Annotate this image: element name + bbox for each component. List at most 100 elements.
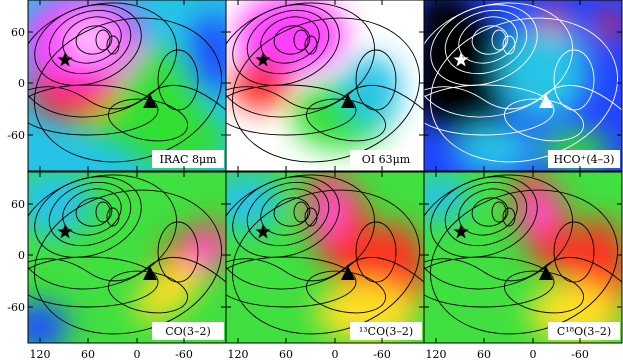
contour	[28, 84, 226, 111]
y-tick-label: 60	[11, 198, 25, 211]
contour	[106, 35, 120, 55]
contour	[48, 181, 132, 247]
contour	[260, 16, 320, 64]
label-box	[152, 322, 224, 340]
contour	[106, 207, 120, 227]
contour	[273, 197, 311, 227]
contour	[226, 256, 357, 308]
contours	[28, 2, 226, 163]
triangle-marker	[539, 266, 553, 280]
x-tick-label: 120	[426, 348, 447, 361]
panel-label: HCO⁺(4–3)	[554, 153, 615, 166]
contours	[226, 2, 424, 163]
contour	[75, 197, 113, 227]
contour	[260, 188, 320, 236]
contour	[95, 201, 111, 223]
star-marker	[453, 224, 469, 239]
contour	[430, 189, 618, 335]
y-tick-label: 60	[11, 26, 25, 39]
map-color	[226, 172, 424, 342]
y-tick-label: -60	[7, 301, 25, 314]
contour	[553, 221, 595, 283]
panel-frame	[423, 0, 623, 172]
map-color	[424, 0, 621, 171]
contours	[226, 174, 424, 335]
map	[226, 172, 424, 343]
x-tick-label: 120	[228, 348, 249, 361]
panel-label: CO(3–2)	[165, 325, 211, 338]
color-blob	[28, 302, 68, 343]
color-blob	[454, 125, 534, 171]
contour	[232, 17, 420, 163]
contour	[430, 17, 618, 163]
contour	[246, 9, 330, 75]
y-tick-label: 0	[18, 77, 25, 90]
contour	[444, 181, 528, 247]
contour	[444, 9, 528, 75]
star-marker	[453, 52, 469, 67]
map	[28, 172, 226, 343]
map	[424, 0, 622, 171]
star-marker	[57, 224, 73, 239]
contour	[491, 201, 507, 223]
contour	[502, 207, 516, 227]
x-tick-label: -60	[373, 348, 391, 361]
contour	[304, 35, 318, 55]
panel-label: C¹⁸O(3–2)	[557, 325, 611, 338]
contour	[157, 221, 199, 283]
contour	[458, 188, 518, 236]
contour	[502, 35, 516, 55]
contour	[28, 84, 159, 136]
map	[226, 0, 424, 171]
color-blob	[186, 237, 220, 267]
star-marker	[255, 52, 271, 67]
contour	[226, 84, 424, 111]
y-tick-label: 0	[18, 249, 25, 262]
contour	[232, 189, 420, 335]
contour	[34, 189, 222, 335]
contour	[355, 221, 397, 283]
contour	[471, 25, 509, 55]
panel: HCO⁺(4–3)	[423, 0, 623, 172]
contour	[304, 207, 318, 227]
contour	[424, 256, 555, 308]
color-blob	[231, 60, 291, 110]
color-blob	[226, 172, 281, 232]
panel-label: ¹³CO(3–2)	[359, 325, 413, 338]
panel: CO(3–2)	[27, 171, 227, 344]
contour	[424, 2, 574, 118]
contour	[424, 84, 622, 111]
color-blob	[28, 172, 93, 237]
map	[424, 172, 622, 343]
contour	[424, 174, 574, 290]
contour	[471, 197, 509, 227]
contour	[355, 49, 397, 111]
contour	[95, 29, 111, 51]
contour	[246, 181, 330, 247]
contour	[293, 201, 309, 223]
contour	[28, 256, 159, 308]
x-tick-label: -60	[175, 348, 193, 361]
triangle-marker	[341, 94, 355, 108]
x-tick-label: 60	[279, 348, 293, 361]
contour	[28, 2, 178, 118]
triangle-marker	[341, 266, 355, 280]
triangle-marker	[539, 94, 553, 108]
contour	[424, 256, 622, 283]
contour	[28, 174, 178, 290]
color-blob	[68, 22, 112, 58]
x-tick-label: 60	[477, 348, 491, 361]
panel-frame	[423, 171, 623, 344]
contour	[157, 49, 199, 111]
contour	[553, 49, 595, 111]
contour	[226, 174, 376, 290]
color-blob	[134, 262, 202, 322]
triangle-marker	[143, 94, 157, 108]
contour	[226, 256, 424, 283]
contour	[226, 2, 376, 118]
label-box	[350, 322, 422, 340]
contour	[62, 188, 122, 236]
x-tick-label: 0	[332, 348, 339, 361]
contour	[226, 84, 357, 136]
